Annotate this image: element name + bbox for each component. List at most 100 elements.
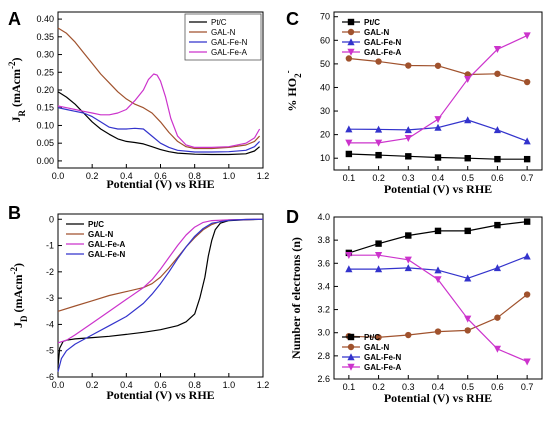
x-tick-label: 0.2: [372, 173, 385, 183]
y-axis-label: JR (mAcm-2): [7, 58, 27, 123]
series-line: [57, 107, 261, 153]
panel-letter: C: [286, 9, 299, 29]
y-axis-label-part: -: [283, 70, 293, 73]
y-tick-label: -2: [46, 267, 54, 277]
panel-letter: D: [286, 207, 299, 227]
y-tick-label: -3: [46, 293, 54, 303]
y-tick-label: 50: [320, 59, 330, 69]
x-tick-label: 0.1: [343, 382, 356, 392]
data-point: [434, 154, 442, 161]
x-tick-label: 1.2: [257, 171, 270, 181]
series-line: [57, 218, 264, 372]
y-tick-label: 3.8: [317, 235, 330, 245]
panel-c: C 0.1 0.2 0.3 0.4 0.5 0.6 0.7 10 20 30 40 50 60 70 Pote…: [283, 9, 543, 196]
x-tick-label: 0.6: [491, 173, 504, 183]
data-point: [374, 139, 383, 147]
data-point: [405, 62, 412, 69]
x-tick-label: 1.0: [223, 171, 236, 181]
x-tick-label: 1.2: [257, 380, 270, 390]
y-tick-label: 3.6: [317, 258, 330, 268]
legend-entry: GAL-Fe-N: [88, 250, 126, 259]
data-point: [434, 116, 442, 124]
series-group: [345, 291, 531, 341]
data-point: [404, 134, 412, 142]
data-point: [494, 155, 501, 163]
y-axis-label: Number of electrons (n): [289, 237, 303, 359]
x-tick-label: 0.6: [154, 380, 167, 390]
data-point: [345, 150, 353, 158]
data-point: [434, 276, 442, 284]
legend-entry: Pt/C: [364, 333, 380, 342]
data-point: [464, 155, 471, 162]
legend-marker: [347, 38, 355, 46]
x-tick-label: 0.6: [491, 382, 504, 392]
data-point: [345, 265, 353, 273]
legend-entry: GAL-Fe-N: [211, 38, 248, 47]
y-tick-label: 40: [320, 82, 330, 92]
y-tick-label: 0.00: [36, 156, 54, 166]
series-group: [345, 55, 531, 86]
x-tick-label: 0.4: [120, 171, 133, 181]
data-point: [404, 264, 412, 272]
legend-entry: GAL-Fe-A: [364, 48, 402, 57]
data-point: [493, 345, 502, 353]
legend-entry: Pt/C: [88, 220, 104, 229]
y-tick-label: -6: [46, 372, 54, 382]
x-tick-label: 0.3: [402, 173, 415, 183]
series-group: [345, 116, 531, 145]
y-axis-label: JD (mAcm-2): [9, 263, 29, 328]
data-point: [464, 315, 472, 323]
x-tick-label: 0.4: [432, 173, 445, 183]
data-point: [493, 46, 502, 54]
data-point: [375, 151, 382, 159]
y-tick-label: -5: [46, 346, 54, 356]
series-group: [57, 218, 264, 344]
legend-entry: GAL-Fe-A: [88, 240, 126, 249]
y-tick-label: 2.8: [317, 351, 330, 361]
y-axis-label-part: J: [11, 322, 25, 328]
legend-marker: [347, 333, 355, 341]
y-tick-label: 30: [320, 106, 330, 116]
data-point: [494, 314, 501, 321]
legend-entry: GAL-Fe-A: [211, 48, 248, 57]
series-group: [345, 251, 531, 366]
y-axis-label-part: 2: [293, 73, 303, 78]
x-tick-label: 0.7: [521, 173, 534, 183]
x-axis-label: Potential (V) vs RHE: [106, 177, 214, 191]
series-group: [57, 218, 264, 367]
x-tick-label: 0.5: [461, 382, 474, 392]
y-axis-label-part: (mAcm: [9, 69, 23, 107]
x-tick-label: 0.4: [432, 382, 445, 392]
data-point: [523, 358, 531, 366]
panel-b: B 0.0 0.2 0.4 0.6 0.8 1.0 1.2 0 -1 -2 -3 -4 -5 -6 Poten…: [8, 203, 269, 402]
data-point: [523, 218, 531, 225]
x-tick-label: 0.8: [188, 171, 201, 181]
data-point: [374, 251, 383, 259]
y-tick-label: -4: [46, 319, 54, 329]
data-point: [434, 227, 442, 235]
y-axis-label-part: (mAcm: [11, 275, 25, 313]
data-point: [493, 126, 502, 134]
legend-entry: GAL-N: [364, 343, 390, 352]
data-point: [375, 240, 382, 247]
data-point: [375, 58, 382, 65]
x-tick-label: 0.0: [52, 380, 65, 390]
y-tick-label: 3.2: [317, 305, 330, 315]
data-point: [345, 55, 353, 62]
series-line: [57, 218, 264, 367]
series-group: [345, 32, 531, 147]
y-axis-label-part: -2: [9, 267, 19, 275]
data-point: [523, 291, 531, 298]
data-point: [404, 126, 412, 134]
y-tick-label: 0.10: [36, 120, 54, 130]
x-tick-label: 0.3: [402, 382, 415, 392]
series-group: [57, 218, 264, 372]
data-point: [464, 116, 472, 124]
series-group: [345, 218, 531, 257]
data-point: [374, 125, 383, 133]
data-point: [464, 274, 472, 282]
